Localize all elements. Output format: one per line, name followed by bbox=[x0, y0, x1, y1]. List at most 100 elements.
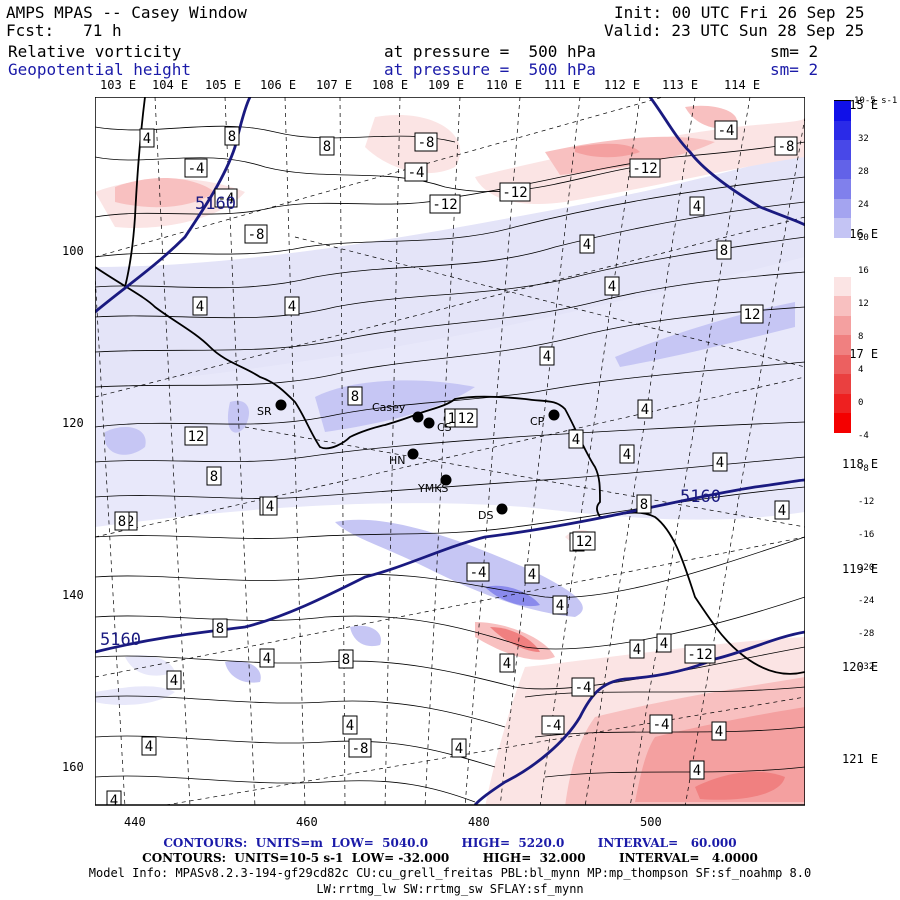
vorticity-label: -12 bbox=[684, 644, 716, 664]
field1-smoothing: sm= 2 bbox=[770, 42, 819, 61]
vorticity-label: 4 bbox=[139, 128, 155, 148]
vorticity-label: 4 bbox=[656, 633, 672, 653]
colorbar-label: -28 bbox=[858, 629, 875, 639]
latlon-grid bbox=[95, 97, 805, 805]
colorbar-label: 24 bbox=[858, 200, 869, 210]
vorticity-label: -4 bbox=[466, 562, 490, 582]
vorticity-contour-info: CONTOURS: UNITS=10-5 s-1 LOW= -32.000 HI… bbox=[142, 851, 758, 865]
colorbar-swatch bbox=[834, 257, 851, 277]
svg-text:4: 4 bbox=[623, 447, 631, 463]
svg-text:4: 4 bbox=[455, 741, 463, 757]
colorbar-swatch bbox=[834, 315, 851, 335]
vorticity-label: 8 bbox=[636, 494, 652, 514]
longitude-label: 106 E bbox=[260, 78, 297, 92]
station-marker bbox=[407, 448, 419, 460]
colorbar-unit: 10-5 s-1 bbox=[854, 96, 898, 106]
vorticity-label: -8 bbox=[348, 738, 372, 758]
latitude-label: 115 E bbox=[842, 98, 879, 112]
svg-text:4: 4 bbox=[543, 349, 551, 365]
vorticity-label: 4 bbox=[262, 496, 278, 516]
colorbar-label: 16 bbox=[858, 266, 869, 276]
field1-name: Relative vorticity bbox=[8, 42, 182, 61]
map-plot: 4 8 8 -8 -4 -4 -4 -8 -12 -12 4 4 -4 -8 4 8 4 4 4 4 8 12 12 12 8 1… bbox=[95, 97, 805, 807]
svg-text:4: 4 bbox=[503, 656, 511, 672]
height-label: 5160 bbox=[680, 487, 721, 507]
x-tick-label: 500 bbox=[640, 815, 662, 829]
svg-text:4: 4 bbox=[170, 673, 178, 689]
station-label: YMKS bbox=[417, 482, 448, 495]
vorticity-label: -12 bbox=[629, 158, 661, 178]
svg-text:4: 4 bbox=[110, 793, 118, 807]
vorticity-contours bbox=[95, 125, 805, 803]
latitude-label: 120 E bbox=[842, 660, 879, 674]
svg-text:-12: -12 bbox=[687, 647, 712, 663]
vorticity-label: 8 bbox=[206, 466, 222, 486]
vorticity-label: 4 bbox=[524, 564, 540, 584]
vorticity-label: -12 bbox=[429, 194, 461, 214]
valid-time: Valid: 23 UTC Sun 28 Sep 25 bbox=[604, 21, 865, 40]
station-marker bbox=[423, 417, 435, 429]
vorticity-label: -8 bbox=[244, 224, 268, 244]
svg-text:8: 8 bbox=[210, 469, 218, 485]
model-title: AMPS MPAS -- Casey Window bbox=[6, 3, 247, 22]
geopotential-height-contours bbox=[95, 97, 805, 805]
svg-text:-4: -4 bbox=[718, 123, 735, 139]
x-tick-label: 440 bbox=[124, 815, 146, 829]
colorbar-swatch bbox=[834, 218, 851, 238]
svg-text:4: 4 bbox=[693, 199, 701, 215]
svg-text:4: 4 bbox=[641, 402, 649, 418]
vorticity-label: -8 bbox=[774, 136, 798, 156]
latitude-label: 117 E bbox=[842, 347, 879, 361]
vorticity-label: -4 bbox=[571, 677, 595, 697]
svg-text:8: 8 bbox=[720, 243, 728, 259]
latitude-label: 116 E bbox=[842, 227, 879, 241]
svg-text:-8: -8 bbox=[778, 139, 795, 155]
svg-text:-12: -12 bbox=[502, 185, 527, 201]
colorbar-label: -32 bbox=[858, 662, 875, 672]
height-label: 5160 bbox=[195, 194, 236, 214]
longitude-label: 104 E bbox=[152, 78, 189, 92]
vorticity-label: 8 bbox=[338, 649, 354, 669]
svg-text:8: 8 bbox=[118, 514, 126, 530]
vorticity-label: 4 bbox=[568, 429, 584, 449]
y-tick-label: 140 bbox=[62, 588, 84, 602]
svg-text:4: 4 bbox=[143, 131, 151, 147]
colorbar-label: 8 bbox=[858, 332, 864, 342]
y-tick-label: 120 bbox=[62, 416, 84, 430]
model-info: Model Info: MPASv8.2.3-194-gf29cd82c CU:… bbox=[88, 866, 812, 880]
vorticity-label: 4 bbox=[342, 715, 358, 735]
vorticity-label: 4 bbox=[106, 790, 122, 807]
colorbar-swatch bbox=[834, 413, 851, 433]
vorticity-label: 4 bbox=[689, 196, 705, 216]
colorbar-swatch bbox=[834, 120, 851, 140]
vorticity-label: 12 bbox=[454, 408, 478, 428]
y-tick-label: 160 bbox=[62, 760, 84, 774]
station-marker bbox=[496, 503, 508, 515]
vorticity-label: 8 bbox=[224, 126, 240, 146]
vorticity-label: -4 bbox=[649, 714, 673, 734]
colorbar-label: -8 bbox=[858, 464, 869, 474]
vorticity-label: 12 bbox=[184, 426, 208, 446]
vorticity-label: -8 bbox=[414, 132, 438, 152]
longitude-label: 113 E bbox=[662, 78, 699, 92]
svg-text:-4: -4 bbox=[575, 680, 592, 696]
station-marker bbox=[548, 409, 560, 421]
svg-text:12: 12 bbox=[458, 411, 475, 427]
vorticity-label: 4 bbox=[259, 648, 275, 668]
vorticity-label: 12 bbox=[740, 304, 764, 324]
forecast-hour: Fcst: 71 h bbox=[6, 21, 122, 40]
station-label: Casey bbox=[372, 401, 406, 414]
colorbar-swatch bbox=[834, 374, 851, 394]
svg-text:-8: -8 bbox=[352, 741, 369, 757]
station-marker bbox=[440, 474, 452, 486]
stations: SR Casey CS HN YMKS CP DS bbox=[257, 399, 560, 522]
colorbar-label: -24 bbox=[858, 596, 875, 606]
svg-text:12: 12 bbox=[188, 429, 205, 445]
field2-name: Geopotential height bbox=[8, 60, 192, 79]
vorticity-label: 4 bbox=[539, 346, 555, 366]
colorbar-swatch bbox=[834, 296, 851, 316]
longitude-label: 110 E bbox=[486, 78, 523, 92]
vorticity-label: 4 bbox=[629, 639, 645, 659]
colorbar-label: -12 bbox=[858, 497, 875, 507]
station-label: CP bbox=[530, 415, 545, 428]
